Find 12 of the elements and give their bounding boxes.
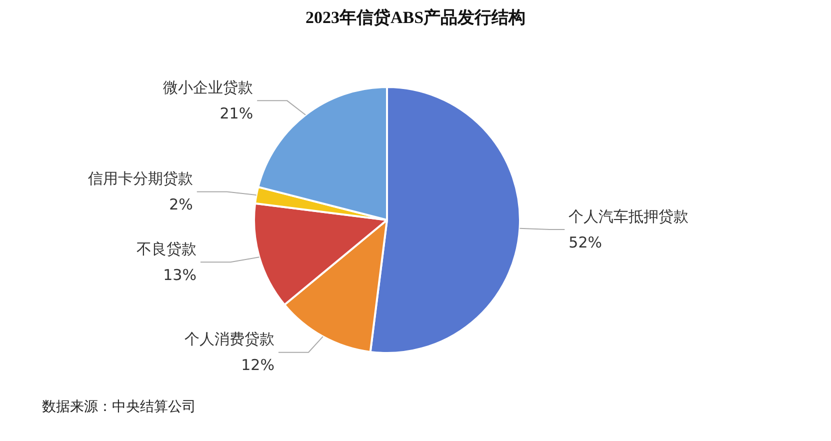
slice-label: 信用卡分期贷款 — [88, 170, 193, 188]
slice-label: 个人消费贷款 — [184, 330, 274, 348]
source-note: 数据来源：中央结算公司 — [42, 398, 196, 416]
slice-label: 个人汽车抵押贷款 — [568, 207, 689, 226]
slice-label: 微小企业贷款 — [163, 78, 254, 97]
data-label: 21% — [220, 104, 254, 123]
data-label: 52% — [568, 233, 602, 252]
chart-title: 2023年信贷ABS产品发行结构 — [304, 7, 527, 29]
data-label: 13% — [163, 266, 196, 284]
data-label: 2% — [169, 196, 193, 214]
data-label: 12% — [241, 356, 274, 374]
slice-label: 不良贷款 — [136, 240, 196, 258]
